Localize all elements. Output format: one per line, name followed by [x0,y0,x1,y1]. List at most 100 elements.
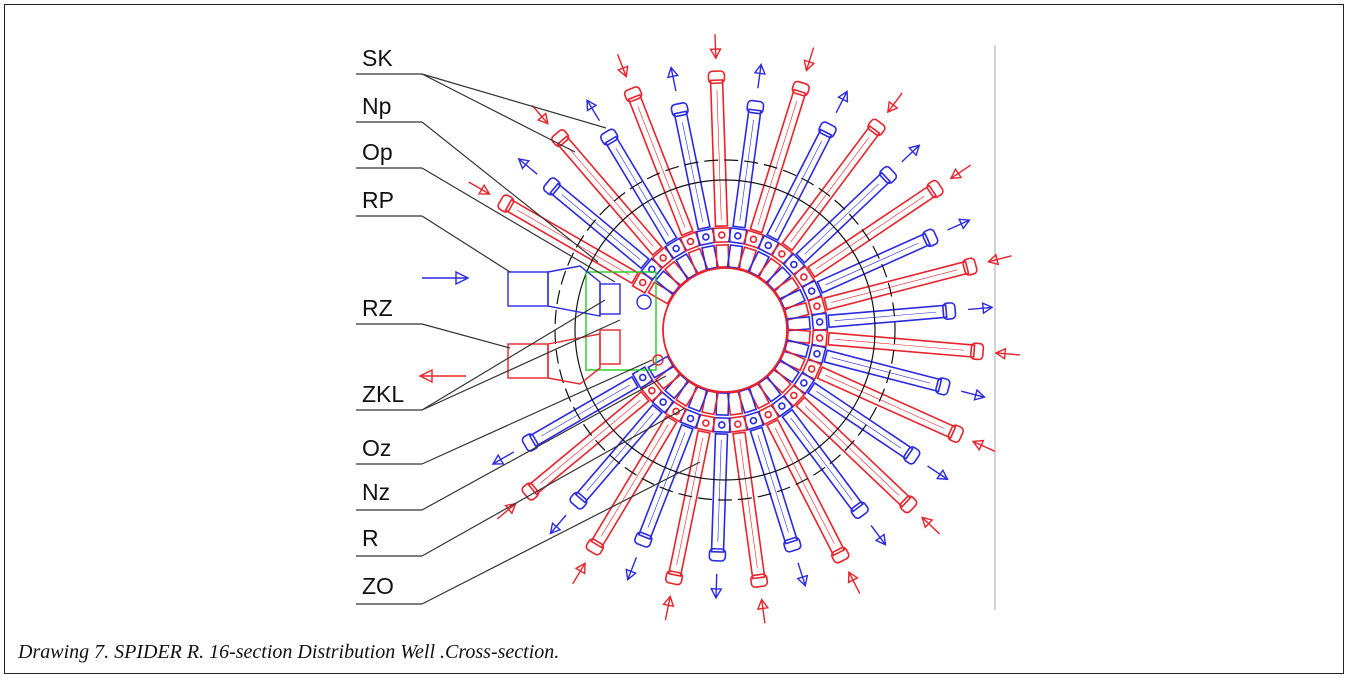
pipe-cap [623,86,643,103]
flow-arrow-shaft [468,181,490,195]
leader-line [421,121,599,263]
pipe-cap [521,482,540,501]
central-collector [662,267,788,393]
flow-arrow-head [973,388,986,401]
pipe-valve [712,226,731,244]
return-pipe [772,359,949,481]
flow-arrow-shaft [797,562,806,586]
flow-arrow-head [971,439,985,452]
leader-line [421,167,616,283]
flow-arrow-head [907,144,921,157]
supply-pipe [786,328,1021,361]
label-zkl: ZKL [362,381,404,407]
rz-outlet-arrow-head [418,368,433,384]
return-pipe [737,387,809,588]
label-sk: SK [362,45,393,71]
pipe-cap [926,179,944,199]
pipe-centerline [834,338,965,351]
zkl-frame [585,271,657,371]
flow-arrow-shaft [627,557,638,580]
label-op: Op [362,139,393,165]
flow-arrow-head [837,90,849,103]
leader-line [421,359,653,465]
pipe-valve [811,312,829,332]
pipe-centerline [831,357,931,384]
pipe-body [574,403,663,504]
flow-arrow-shaft [901,144,920,163]
pipe-cap [867,118,886,137]
flow-arrow-head [549,521,562,535]
return-pipe [786,302,994,332]
pipe-cap [551,129,570,147]
flow-arrow-head [756,598,770,610]
leader-line [421,73,576,153]
flow-arrow-shaft [531,104,549,125]
leader-line [421,73,607,129]
pipe-cap [585,538,605,556]
pipe-body [627,93,694,237]
pipe-cap [746,99,765,115]
flow-arrow-shaft [760,599,766,624]
flow-arrow-head [986,253,1000,266]
pipe-body [710,432,729,553]
figure-frame [4,4,1344,674]
pipe-body [549,182,650,270]
pipe-cap [818,121,837,139]
label-rz: RZ [362,295,393,321]
supply-pipe [726,390,770,624]
return-pipe [666,66,720,271]
flow-arrow-shaft [492,451,515,465]
flow-arrow-shaft [972,440,996,452]
flow-arrow-shaft [921,516,941,535]
flow-arrow-head [921,516,934,529]
flow-arrow-shaft [870,525,887,546]
label-oz: Oz [362,435,391,461]
pipe-cap [708,547,727,562]
leader-line [421,215,511,273]
return-pipe [765,144,921,293]
valve-wheel [778,250,786,258]
rz-valve [599,329,621,365]
valve-wheel [686,414,695,423]
pipe-valve [695,227,717,247]
pipe-cap [497,194,515,213]
valve-wheel [813,350,821,358]
flow-arrow-head [847,570,859,584]
valve-wheel [672,244,680,253]
pipe-centerline [568,147,654,247]
flow-arrow-shaft [496,503,517,520]
pipe-cap [664,570,684,586]
pipe-body [823,349,943,393]
pipe-centerline [615,148,669,236]
flow-arrow-head [949,167,963,180]
valve-wheel [778,402,786,410]
pipe-cap [969,342,985,361]
pipe-centerline [757,434,789,533]
pipe-body [806,184,938,279]
valve-wheel [659,398,667,406]
pipe-body [637,423,694,541]
pipe-cap [935,377,951,396]
flow-arrow-head [936,468,949,481]
valve-wheel [717,231,726,239]
pipe-cap [903,446,921,465]
pipe-body [765,418,846,557]
flow-arrow-shaft [616,53,627,77]
flow-arrow-head [504,502,517,515]
return-pipe [708,391,731,600]
pipe-cap [921,228,939,248]
ring-layer [554,159,896,501]
supply-pipe [765,367,941,535]
flow-arrow-head [662,595,675,608]
flow-arrow-head [803,59,816,72]
flow-arrow-shaft [664,596,671,621]
pipe-cap [750,573,769,589]
pipe-centerline [561,194,641,260]
flow-arrow-shaft [586,99,601,122]
return-pipe [517,157,682,296]
supply-pipe [783,253,1012,321]
pipe-cap [830,546,850,564]
pipe-centerline [825,242,919,286]
label-rp: RP [362,187,394,213]
